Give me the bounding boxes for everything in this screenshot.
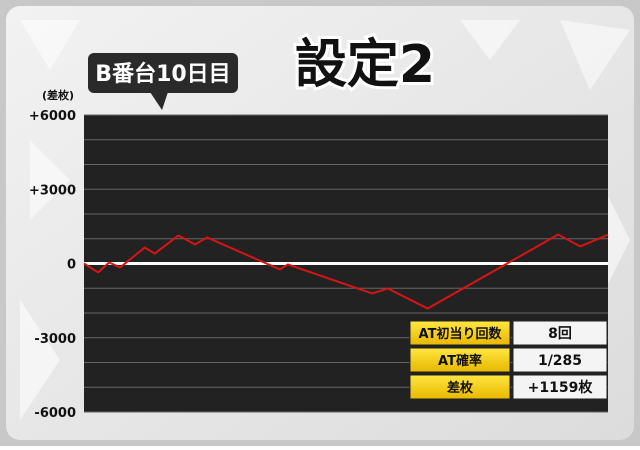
label-text: AT確率: [438, 353, 482, 369]
label-text: 差枚: [447, 380, 474, 396]
value-cell: [512, 320, 608, 346]
chart-title: 設定2: [295, 35, 435, 95]
label-cell: [409, 347, 511, 373]
y-tick-label: 0: [67, 258, 76, 273]
badge: B番台10日目: [88, 53, 238, 110]
y-tick-label: -6000: [34, 406, 76, 421]
y-tick-label: -3000: [34, 332, 76, 347]
value-text: 1/285: [538, 353, 582, 369]
value-cell: [512, 347, 608, 373]
label-cell: [409, 374, 511, 400]
label-text: AT初当り回数: [419, 326, 503, 342]
stats-table: AT初当り回数 8回 AT確率 1/285 差枚 +1159枚: [409, 320, 608, 400]
y-tick-label: +3000: [29, 183, 76, 198]
label-cell: [409, 320, 511, 346]
y-axis-label: (差枚): [42, 88, 74, 102]
value-cell: [512, 374, 608, 400]
y-tick-label: +6000: [29, 109, 76, 124]
value-text: +1159枚: [528, 379, 594, 396]
badge-text: B番台10日目: [95, 61, 230, 87]
data-line: [83, 233, 609, 310]
value-text: 8回: [548, 326, 572, 342]
